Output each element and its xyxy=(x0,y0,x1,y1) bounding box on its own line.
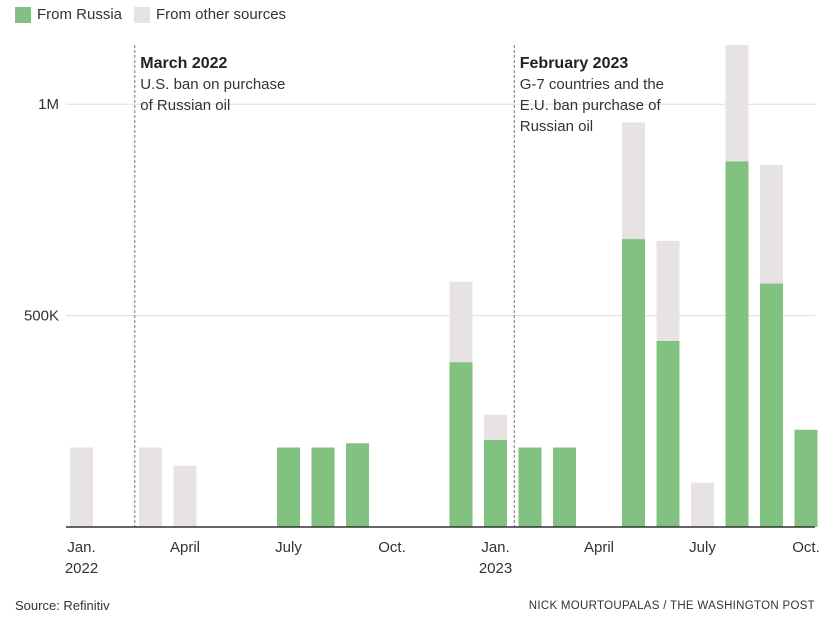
x-tick-label: Oct. xyxy=(792,539,820,556)
bar-other xyxy=(760,165,783,284)
y-tick-label: 500K xyxy=(24,308,59,325)
x-tick-label: April xyxy=(170,539,200,556)
bar-russia xyxy=(622,239,645,527)
legend-label-russia: From Russia xyxy=(37,6,123,23)
annotation-text: G-7 countries and the xyxy=(520,76,664,93)
bar-russia xyxy=(346,443,369,527)
bar-other xyxy=(725,45,749,162)
bar-russia xyxy=(725,161,749,528)
bar-other xyxy=(622,122,645,240)
x-tick-label: April xyxy=(584,539,614,556)
bar-russia xyxy=(277,447,300,527)
bar-other xyxy=(691,482,714,527)
legend: From Russia From other sources xyxy=(15,6,298,23)
annotation-title: February 2023 xyxy=(520,55,629,72)
bar-other xyxy=(449,281,473,363)
bar-russia xyxy=(656,340,680,527)
bar-russia xyxy=(311,447,335,527)
bar-russia xyxy=(449,362,473,527)
annotation-text: Russian oil xyxy=(520,118,593,135)
legend-label-other: From other sources xyxy=(156,6,287,23)
source-note: Source: Refinitiv xyxy=(15,598,110,613)
legend-swatch-other xyxy=(134,6,151,23)
bar-other xyxy=(484,414,507,440)
annotation-text: E.U. ban purchase of xyxy=(520,97,662,114)
bar-other xyxy=(173,465,197,527)
bar-russia xyxy=(553,447,576,527)
x-tick-label: July xyxy=(689,539,716,556)
annotation-text: of Russian oil xyxy=(140,97,230,114)
bar-other xyxy=(70,447,93,527)
legend-item-other: From other sources xyxy=(134,6,286,23)
stacked-bar-chart: 500K 1M Jan. 2022 April July Oct. Jan. 2023 April… xyxy=(24,45,820,577)
credit-line: NICK MOURTOUPALAS / THE WASHINGTON POST xyxy=(528,600,815,612)
y-tick-label: 1M xyxy=(38,96,59,113)
x-tick-label: 2023 xyxy=(479,560,512,577)
x-tick-label: Jan. xyxy=(67,539,95,556)
x-tick-label: 2022 xyxy=(65,560,98,577)
annotation-title: March 2022 xyxy=(140,55,227,72)
bar-russia xyxy=(794,429,818,527)
x-tick-label: Oct. xyxy=(378,539,406,556)
bar-russia xyxy=(518,447,542,527)
legend-swatch-russia xyxy=(15,6,31,23)
bar-russia xyxy=(484,439,507,527)
legend-item-russia: From Russia xyxy=(15,6,122,23)
bar-russia xyxy=(760,283,783,527)
bar-other xyxy=(139,447,162,527)
x-tick-label: July xyxy=(275,539,302,556)
x-tick-label: Jan. xyxy=(481,539,509,556)
annotation-text: U.S. ban on purchase xyxy=(140,76,285,93)
bar-other xyxy=(656,240,680,341)
